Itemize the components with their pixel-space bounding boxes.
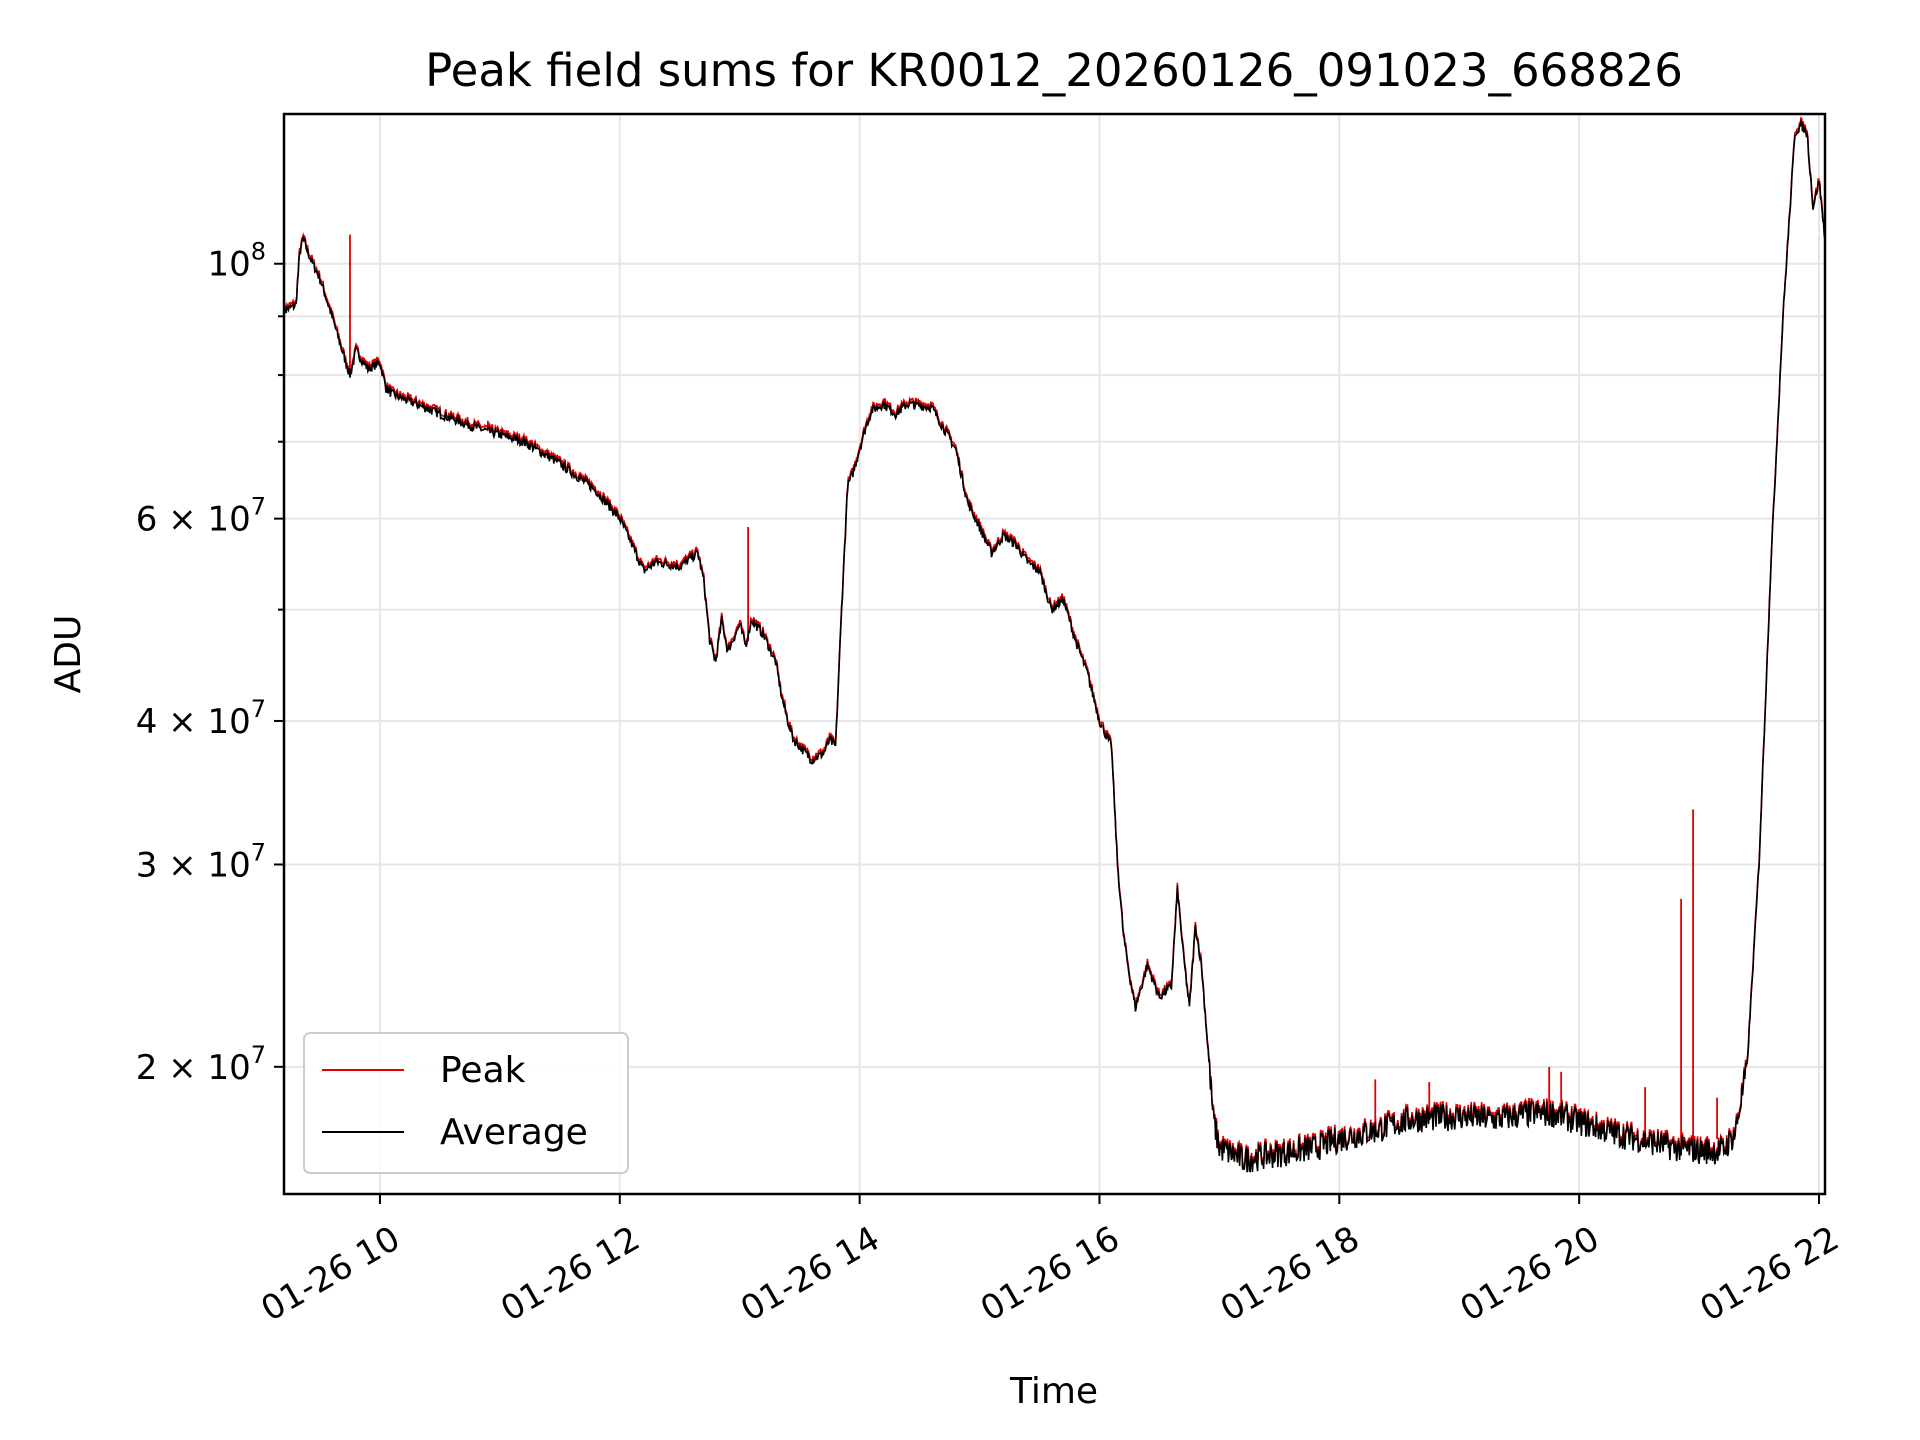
y-axis-label: ADU xyxy=(48,615,89,694)
legend-label-peak: Peak xyxy=(440,1050,526,1091)
chart-title: Peak field sums for KR0012_20260126_0910… xyxy=(425,44,1683,97)
y-tick-label-0: 108 xyxy=(207,238,266,285)
series-layer xyxy=(284,116,1825,1173)
y-tick-label-1: 6 × 107 xyxy=(136,493,266,540)
y-tick-label-3: 3 × 107 xyxy=(136,838,266,885)
grid-layer xyxy=(284,114,1825,1194)
legend: Peak Average xyxy=(303,1032,629,1174)
plot-area xyxy=(284,116,1825,1173)
plot-frame xyxy=(282,112,1827,1196)
x-axis-label: Time xyxy=(1009,1371,1098,1412)
y-tick-label-2: 4 × 107 xyxy=(136,695,266,742)
legend-box xyxy=(303,1032,629,1174)
legend-label-average: Average xyxy=(440,1112,588,1153)
series-average-line xyxy=(284,119,1825,1173)
y-tick-label-4: 2 × 107 xyxy=(136,1041,266,1088)
